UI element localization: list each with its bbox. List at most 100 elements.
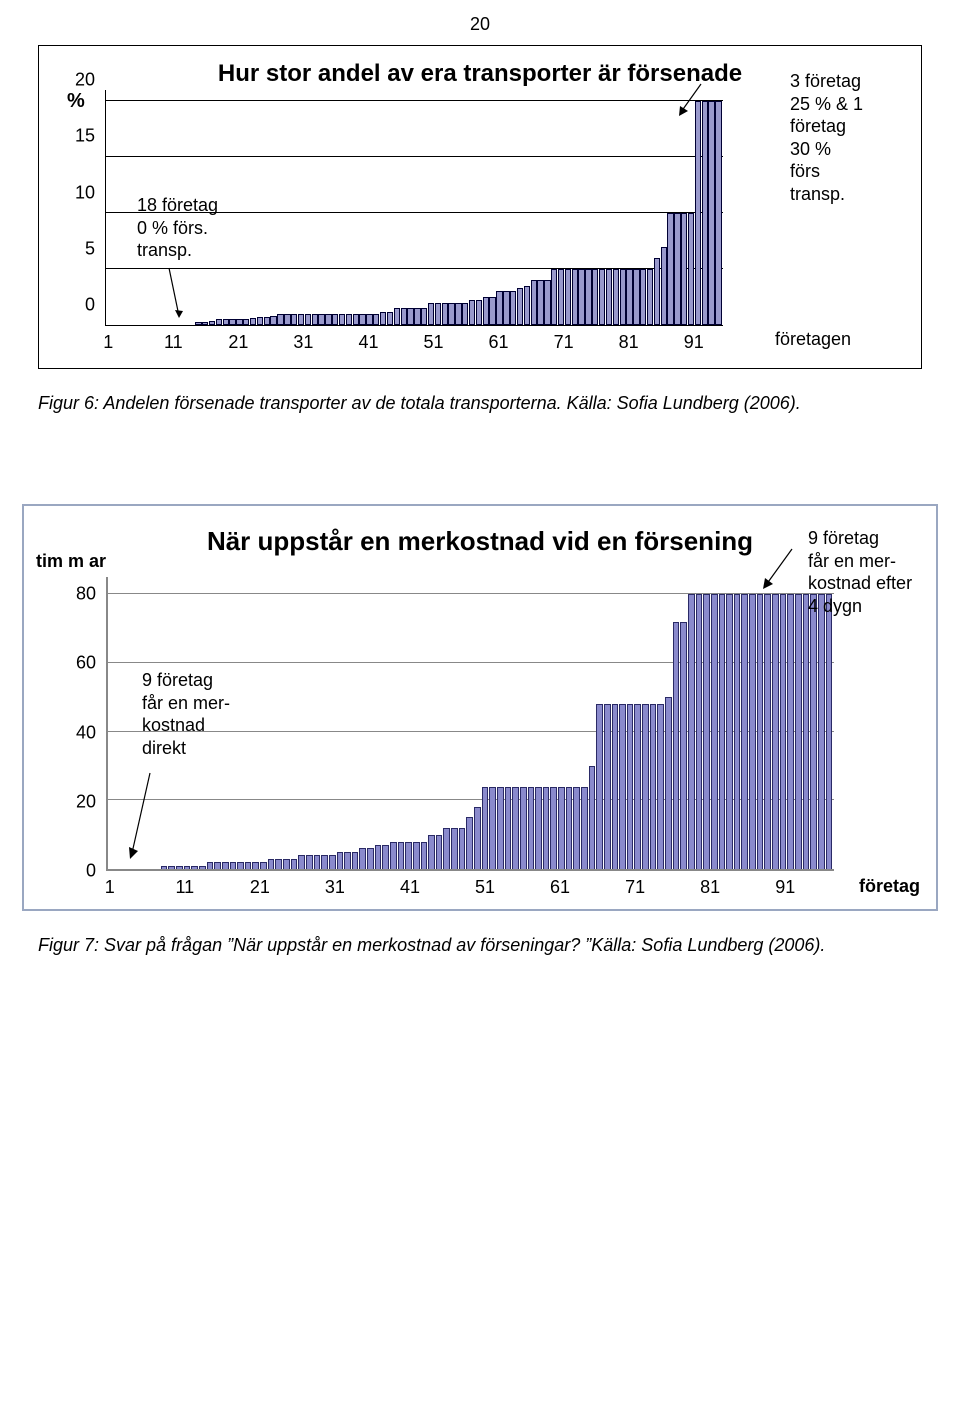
arrow-icon — [124, 769, 160, 865]
x-tick: 71 — [554, 332, 574, 353]
bar — [612, 704, 619, 869]
bar — [375, 845, 382, 869]
y-tick: 20 — [76, 791, 96, 812]
chart2-x-axis: 1112131415161718191 — [106, 875, 834, 899]
bar — [305, 314, 311, 325]
y-tick: 15 — [75, 126, 95, 147]
bar — [695, 101, 701, 325]
bar — [321, 855, 328, 869]
y-tick: 10 — [75, 182, 95, 203]
bar — [257, 317, 263, 325]
bar — [298, 855, 305, 869]
x-tick: 81 — [700, 877, 720, 898]
bar — [572, 269, 578, 325]
annot-line: transp. — [790, 183, 863, 206]
bar — [482, 787, 489, 869]
bar — [469, 300, 475, 325]
bar — [543, 787, 550, 869]
chart1-plot: % 05101520 18 företag 0 % förs. transp. … — [57, 94, 903, 354]
bar — [489, 297, 495, 325]
chart2-plot: tim m ar 020406080 9 företag får en mer-… — [42, 559, 918, 899]
bar — [795, 594, 802, 869]
bar — [688, 213, 694, 325]
bar — [339, 314, 345, 325]
figure6-caption: Figur 6: Andelen försenade transporter a… — [38, 393, 922, 414]
bar — [312, 314, 318, 325]
bar — [435, 303, 441, 325]
bar — [537, 280, 543, 325]
bar — [711, 594, 718, 869]
chart2-frame: När uppstår en merkostnad vid en förseni… — [22, 504, 938, 911]
bar — [398, 842, 405, 869]
bar — [544, 280, 550, 325]
bar — [209, 321, 215, 325]
bar — [496, 291, 502, 325]
chart2-annot-right: 9 företag får en mer- kostnad efter 4 dy… — [808, 527, 928, 617]
bar — [640, 269, 646, 325]
annot-line: 30 % — [790, 138, 863, 161]
x-tick: 11 — [164, 332, 183, 353]
bar — [654, 258, 660, 325]
bar — [275, 859, 282, 869]
bar — [291, 314, 297, 325]
bar — [405, 842, 412, 869]
bar — [195, 322, 201, 325]
bar — [604, 704, 611, 869]
bar — [359, 314, 365, 325]
bar — [448, 303, 454, 325]
bar — [708, 101, 714, 325]
bar — [413, 842, 420, 869]
bar — [306, 855, 313, 869]
bar — [298, 314, 304, 325]
bar — [613, 269, 619, 325]
bar — [634, 704, 641, 869]
bar — [503, 291, 509, 325]
arrow-icon — [758, 545, 798, 595]
bar — [661, 247, 667, 325]
bar — [283, 859, 290, 869]
bar — [199, 866, 206, 869]
bar — [202, 322, 208, 325]
x-tick: 21 — [250, 877, 270, 898]
x-tick: 1 — [103, 332, 113, 353]
bar — [216, 319, 222, 325]
bar — [421, 842, 428, 869]
bar — [749, 594, 756, 869]
bar — [512, 787, 519, 869]
bar — [270, 316, 276, 325]
bar — [260, 862, 267, 869]
arrow-icon — [673, 80, 707, 120]
bar — [367, 848, 374, 869]
bar — [680, 622, 687, 869]
y-tick: 5 — [85, 238, 95, 259]
bar — [558, 787, 565, 869]
bar — [451, 828, 458, 869]
bar — [332, 314, 338, 325]
bar — [329, 855, 336, 869]
bar — [573, 787, 580, 869]
bar — [696, 594, 703, 869]
bar — [387, 312, 393, 325]
x-tick: 21 — [228, 332, 248, 353]
bar — [715, 101, 721, 325]
chart1-y-axis: 05101520 — [57, 94, 99, 354]
bar — [380, 312, 386, 325]
bar — [665, 697, 672, 869]
bar — [719, 594, 726, 869]
x-tick: 31 — [325, 877, 345, 898]
chart1-title: Hur stor andel av era transporter är för… — [57, 60, 903, 88]
annot-line: förs — [790, 160, 863, 183]
bar — [780, 594, 787, 869]
x-tick: 41 — [358, 332, 378, 353]
bar — [688, 594, 695, 869]
x-tick: 81 — [619, 332, 639, 353]
bar — [237, 862, 244, 869]
bar — [462, 303, 468, 325]
x-tick: 91 — [775, 877, 795, 898]
bar — [606, 269, 612, 325]
x-tick: 61 — [550, 877, 570, 898]
bar — [818, 594, 825, 869]
bar — [353, 314, 359, 325]
bar — [421, 308, 427, 325]
annot-line: transp. — [137, 239, 218, 262]
